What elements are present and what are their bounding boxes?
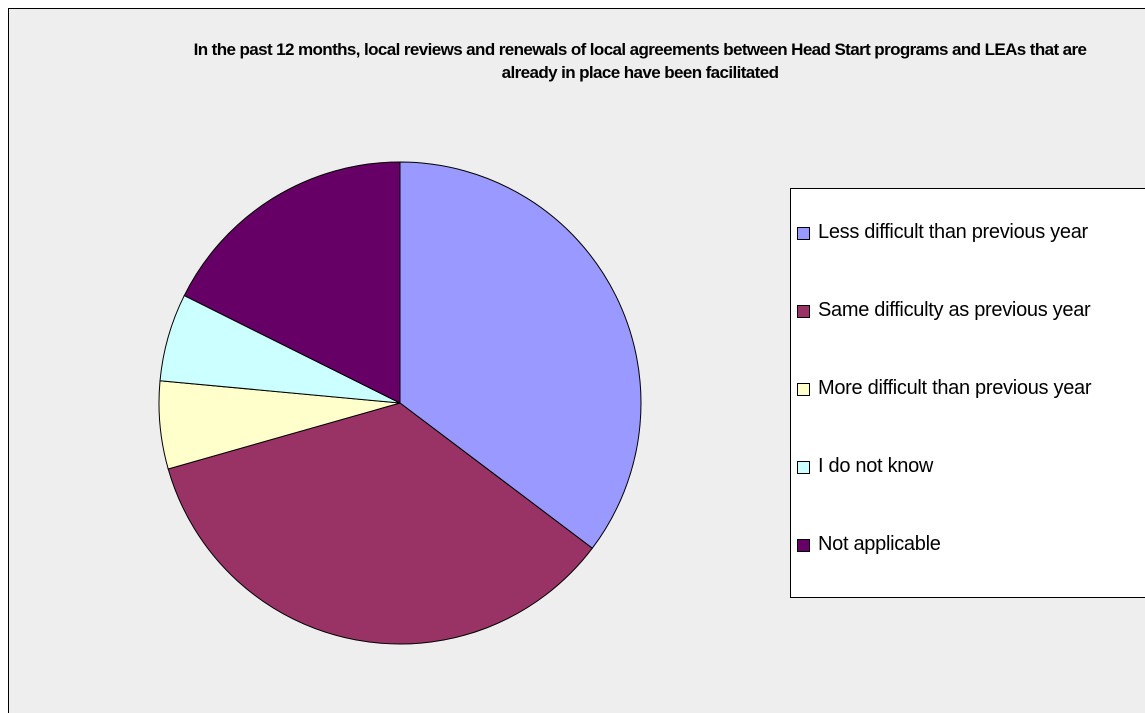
legend-swatch bbox=[797, 461, 810, 474]
legend-label: Less difficult than previous year bbox=[818, 221, 1088, 243]
legend-label: I do not know bbox=[818, 455, 934, 477]
legend-swatch bbox=[797, 539, 810, 552]
legend-swatch bbox=[797, 305, 810, 318]
legend-label: More difficult than previous year bbox=[818, 377, 1092, 399]
legend-item: I do not know bbox=[797, 453, 1137, 531]
chart-title: In the past 12 months, local reviews and… bbox=[193, 40, 1087, 82]
legend-label: Not applicable bbox=[818, 533, 941, 555]
legend-swatch bbox=[797, 227, 810, 240]
legend: Less difficult than previous year Same di… bbox=[790, 188, 1145, 598]
legend-item: Same difficulty as previous year bbox=[797, 297, 1137, 375]
legend-item: Not applicable bbox=[797, 531, 1137, 609]
pie-slice bbox=[183, 161, 401, 404]
pie-slice bbox=[399, 161, 642, 549]
pie-slice bbox=[167, 402, 594, 645]
legend-swatch bbox=[797, 383, 810, 396]
legend-label: Same difficulty as previous year bbox=[818, 299, 1091, 321]
legend-item: Less difficult than previous year bbox=[797, 219, 1137, 297]
legend-item: More difficult than previous year bbox=[797, 375, 1137, 453]
